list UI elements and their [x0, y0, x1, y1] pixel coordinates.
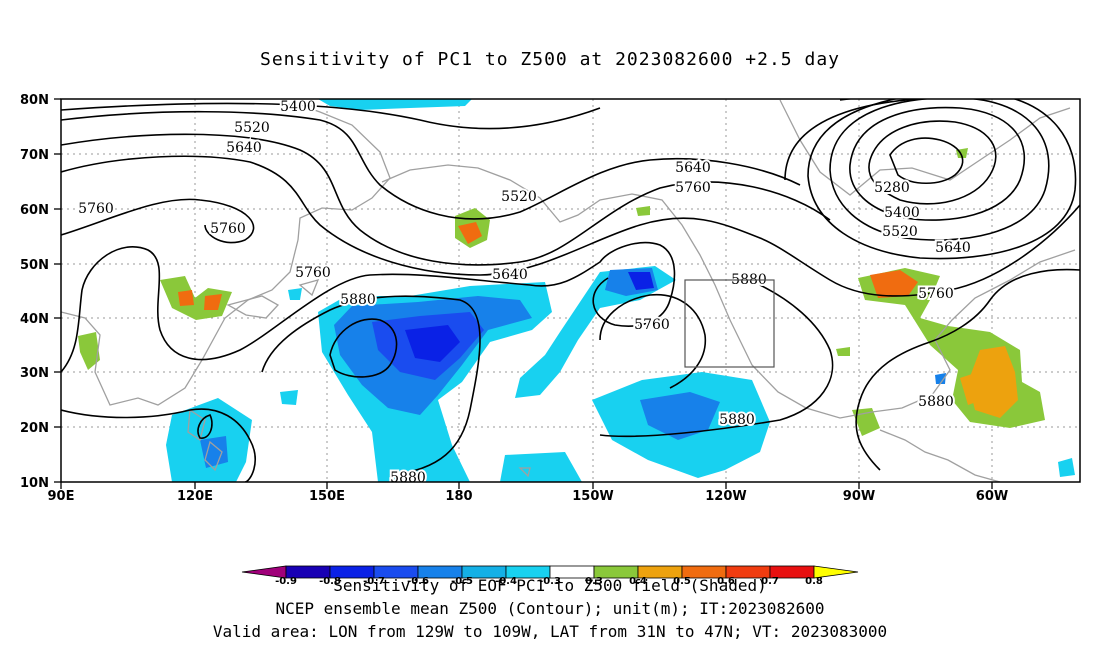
colorbar-tick-label: -0.6: [407, 576, 429, 587]
colorbar-tick-label: 0.4: [629, 576, 647, 587]
lat-label: 80N: [20, 93, 49, 108]
contour-label: 5520: [501, 189, 537, 205]
contour-label: 5880: [340, 292, 376, 308]
map-plot-area: 5400 5520 5640 5760 5760 5760 5880 5520 …: [61, 99, 1080, 486]
contour-label: 5760: [675, 180, 711, 196]
contour-label: 5760: [295, 265, 331, 281]
map-frame: [60, 98, 1081, 483]
contour-label: 5760: [918, 286, 954, 302]
lon-label: 90E: [48, 489, 75, 504]
caption-shading: Sensitivity of EOF PC1 to Z500 field (Sh…: [333, 576, 767, 595]
contour-label: 5520: [234, 120, 270, 136]
colorbar-tick-label: 0.5: [673, 576, 691, 587]
lon-label: 120E: [177, 489, 213, 504]
contour-label: 5640: [492, 267, 528, 283]
latitude-labels: 80N 70N 60N 50N 40N 30N 20N 10N: [20, 93, 49, 491]
lat-label: 60N: [20, 203, 49, 218]
contour-labels: 5400 5520 5640 5760 5760 5760 5880 5520 …: [76, 99, 973, 486]
z500-contours: [61, 99, 1080, 482]
colorbar: -0.9 -0.8 -0.7 -0.6 -0.5 -0.4 -0.3 0.3 0.4 0.5 0.6…: [241, 565, 859, 587]
colorbar-tick-label: 0.6: [717, 576, 735, 587]
colorbar-tick-label: -0.3: [539, 576, 561, 587]
contour-label: 5640: [675, 160, 711, 176]
axis-ticks: [54, 98, 993, 489]
lat-label: 50N: [20, 258, 49, 273]
lat-label: 30N: [20, 366, 49, 381]
contour-label: 5280: [874, 180, 910, 196]
longitude-labels: 90E 120E 150E 180 150W 120W 90W 60W: [48, 489, 1009, 504]
colorbar-tick-label: -0.4: [495, 576, 517, 587]
colorbar-swatch: [813, 565, 859, 579]
contour-label: 5760: [634, 317, 670, 333]
coastlines: [61, 99, 1076, 482]
contour-label: 5880: [390, 470, 426, 486]
contour-label: 5400: [884, 205, 920, 221]
lon-label: 180: [445, 489, 472, 504]
lat-label: 40N: [20, 312, 49, 327]
lat-label: 10N: [20, 476, 49, 491]
colorbar-tick-label: -0.7: [363, 576, 385, 587]
colorbar-tick-label: 0.7: [761, 576, 779, 587]
caption-contour: NCEP ensemble mean Z500 (Contour); unit(…: [275, 599, 825, 618]
contour-label: 5880: [719, 412, 755, 428]
lat-label: 20N: [20, 421, 49, 436]
contour-label: 5400: [280, 99, 316, 115]
lon-label: 90W: [843, 489, 875, 504]
colorbar-tick-label: -0.5: [451, 576, 473, 587]
contour-label: 5640: [226, 140, 262, 156]
negative-sensitivity-shading: [166, 99, 1075, 482]
contour-label: 5760: [78, 201, 114, 217]
colorbar-tick-label: -0.8: [319, 576, 341, 587]
contour-label: 5880: [918, 394, 954, 410]
lon-label: 60W: [976, 489, 1008, 504]
contour-label: 5520: [882, 224, 918, 240]
lon-label: 150E: [309, 489, 345, 504]
lon-label: 120W: [705, 489, 746, 504]
contour-label: 5640: [935, 240, 971, 256]
lon-label: 150W: [572, 489, 613, 504]
colorbar-tick-label: 0.3: [585, 576, 603, 587]
colorbar-tick-label: -0.9: [275, 576, 297, 587]
colorbar-tick-label: 0.8: [805, 576, 823, 587]
caption-valid-area: Valid area: LON from 129W to 109W, LAT f…: [212, 622, 888, 641]
map-title: Sensitivity of PC1 to Z500 at 2023082600…: [259, 49, 840, 70]
lat-label: 70N: [20, 148, 49, 163]
contour-label: 5760: [210, 221, 246, 237]
valid-area-box: [684, 279, 775, 368]
